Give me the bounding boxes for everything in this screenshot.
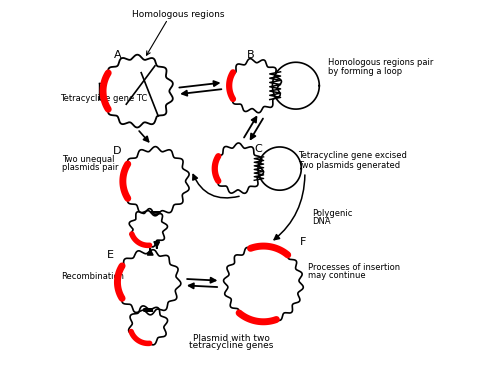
Text: Homologous regions: Homologous regions <box>132 10 225 19</box>
Text: Recombination: Recombination <box>61 272 125 281</box>
Text: tetracycline genes: tetracycline genes <box>189 341 273 350</box>
Text: B: B <box>247 50 254 60</box>
Text: DNA: DNA <box>312 217 331 226</box>
Text: E: E <box>107 250 114 260</box>
Text: C: C <box>254 144 262 154</box>
Text: Tetracycline gene TC: Tetracycline gene TC <box>60 94 147 103</box>
Text: Processes of insertion: Processes of insertion <box>309 263 401 272</box>
Text: Two plasmids generated: Two plasmids generated <box>298 161 400 170</box>
Text: Polygenic: Polygenic <box>312 209 352 218</box>
Text: Homologous regions pair: Homologous regions pair <box>328 58 434 67</box>
Text: Tetracycline gene excised: Tetracycline gene excised <box>298 152 407 160</box>
Text: D: D <box>113 146 122 156</box>
Text: by forming a loop: by forming a loop <box>328 67 402 76</box>
Text: Plasmid with two: Plasmid with two <box>192 334 269 343</box>
Text: may continue: may continue <box>309 272 366 280</box>
Text: plasmids pair: plasmids pair <box>61 163 118 172</box>
Text: Two unequal: Two unequal <box>61 155 114 164</box>
Text: F: F <box>300 238 306 247</box>
Text: A: A <box>114 50 121 60</box>
